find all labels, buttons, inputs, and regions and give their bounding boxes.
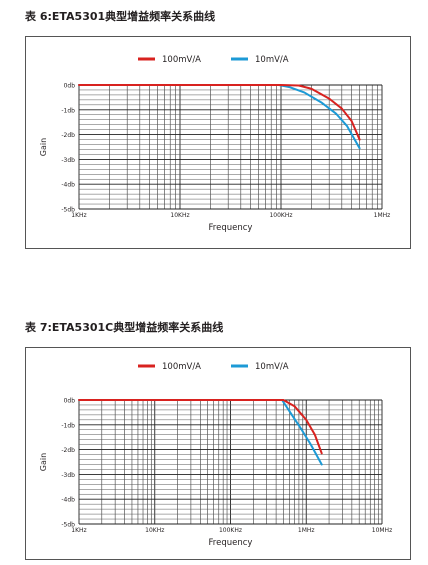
legend-label-1: 10mV/A [255, 362, 289, 372]
y-tick-label: -3db [61, 157, 75, 164]
y-tick-label: -1db [61, 422, 75, 429]
x-tick-label: 1KHz [71, 527, 86, 534]
x-axis-title: Frequency [209, 223, 253, 233]
x-tick-label: 10MHz [372, 527, 392, 534]
y-axis-title: Gain [39, 138, 48, 156]
series-line-10mv-a [78, 84, 361, 150]
y-axis-title: Gain [39, 453, 48, 471]
y-tick-label: -1db [61, 107, 75, 114]
x-tick-label: 100KHz [219, 527, 242, 534]
y-tick-label: -4db [61, 497, 75, 504]
y-tick-label: 0db [64, 398, 76, 405]
x-tick-label: 100KHz [269, 212, 292, 219]
x-tick-label: 10KHz [170, 212, 189, 219]
x-axis-title: Frequency [209, 538, 253, 548]
series-line-100mv-a [78, 399, 323, 455]
series-line-100mv-a [78, 84, 361, 141]
chart-6-panel: 0db -1db -2db -3db -4db -5db 1KHz 10KHz 100KHz 1M… [25, 36, 411, 249]
chart-7-panel: 0db -1db -2db -3db -4db -5db 1KHz 10KHz 100KHz 1M… [25, 347, 411, 560]
legend-label-0: 100mV/A [162, 55, 201, 65]
y-tick-label: -2db [61, 132, 75, 139]
y-tick-label: 0db [64, 83, 76, 90]
x-tick-label: 10KHz [145, 527, 164, 534]
y-tick-label: -4db [61, 182, 75, 189]
x-tick-label: 1MHz [298, 527, 315, 534]
legend-label-0: 100mV/A [162, 362, 201, 372]
y-tick-label: -5db [61, 522, 75, 529]
x-tick-label: 1KHz [71, 212, 86, 219]
legend-label-1: 10mV/A [255, 55, 289, 65]
y-tick-label: -3db [61, 472, 75, 479]
chart-7-heading: 表 7:ETA5301C典型增益频率关系曲线 [25, 321, 224, 334]
y-tick-label: -2db [61, 447, 75, 454]
chart-6-heading: 表 6:ETA5301典型增益频率关系曲线 [25, 10, 216, 23]
y-tick-label: -5db [61, 207, 75, 214]
x-tick-label: 1MHz [374, 212, 391, 219]
